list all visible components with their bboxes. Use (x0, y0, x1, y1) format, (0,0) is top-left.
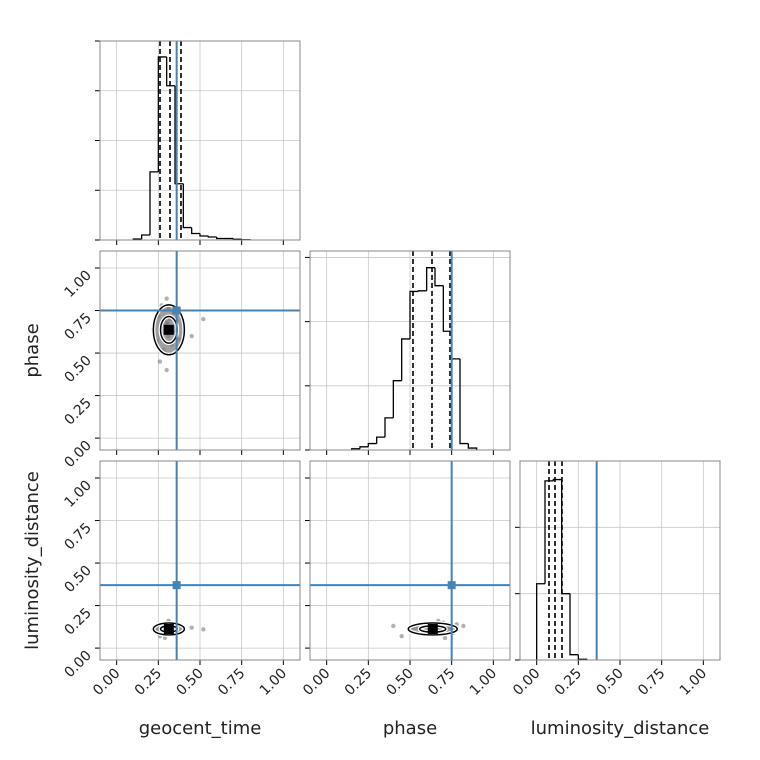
sample-point (189, 625, 194, 630)
hist-bin (434, 267, 444, 287)
hist-bin (544, 480, 554, 584)
panel (305, 250, 511, 455)
y-tick-label: 0.00 (61, 438, 94, 471)
x-tick-label: 0.75 (635, 666, 668, 699)
contour (407, 622, 458, 636)
hist-bin (577, 654, 588, 660)
hist-bin (149, 171, 159, 236)
y-axis-label: phase (22, 323, 43, 377)
hist-bin (459, 358, 469, 445)
sample-point (201, 627, 206, 632)
sample-point (391, 623, 396, 629)
panel-frame (99, 250, 301, 451)
y-tick-label: 0.50 (61, 563, 94, 596)
x-tick-label: 0.00 (90, 666, 123, 699)
panel: 0.00 0.25 0.50 0.75 1.00 luminosity_distance (510, 460, 721, 739)
truth-marker (172, 581, 181, 590)
x-axis-label: geocent_time (139, 718, 262, 739)
hist-bin (359, 446, 369, 449)
hist-bin (442, 285, 452, 332)
hist-bin (157, 56, 167, 172)
x-tick-label: 0.25 (552, 666, 585, 699)
x-tick-label: 1.00 (467, 666, 500, 699)
y-tick-label: 0.25 (61, 605, 94, 638)
panel: 0.00 0.25 0.50 0.75 1.00 phase (22, 250, 301, 471)
y-tick-label: 0.25 (61, 395, 94, 428)
panel-frame (519, 460, 721, 661)
hist-bin (536, 583, 545, 660)
hist-bin (166, 56, 175, 87)
contour (152, 622, 186, 636)
x-tick-label: 1.00 (257, 666, 290, 699)
x-tick-label: 0.00 (510, 666, 543, 699)
sample-point (164, 367, 169, 373)
hist-bin (199, 233, 209, 237)
panel-frame (99, 460, 301, 661)
y-tick-label: 1.00 (61, 478, 94, 511)
x-tick-label: 0.75 (425, 666, 458, 699)
sample-point (164, 296, 169, 301)
hist-bin (561, 479, 570, 595)
hist-bin (552, 478, 562, 481)
hist-bin (367, 442, 377, 447)
x-tick-label: 0.00 (300, 666, 333, 699)
hist-bin (467, 443, 478, 450)
y-tick-label: 0.50 (61, 353, 94, 386)
panel-frame (99, 40, 301, 241)
hist-bin (451, 331, 460, 360)
x-tick-label: 0.75 (215, 666, 248, 699)
sample-point (189, 333, 194, 339)
x-axis-label: phase (383, 718, 437, 739)
x-tick-label: 0.25 (132, 666, 165, 699)
panel (95, 40, 301, 245)
contour (152, 304, 186, 356)
hist-bin (569, 593, 579, 656)
x-tick-label: 0.50 (593, 666, 626, 699)
panel-frame (309, 250, 511, 451)
sample-point (399, 633, 404, 639)
y-tick-label: 0.75 (61, 310, 94, 343)
density-peak (427, 623, 438, 634)
y-axis-label: luminosity_distance (22, 471, 43, 650)
density-peak (163, 324, 174, 335)
hist-bin (376, 436, 385, 444)
hist-bin (141, 234, 150, 240)
y-tick-label: 0.75 (61, 520, 94, 553)
x-tick-label: 0.50 (383, 666, 416, 699)
sample-point (201, 316, 206, 322)
x-tick-label: 0.25 (342, 666, 375, 699)
hist-bin (401, 338, 410, 381)
hist-bin (191, 227, 200, 235)
x-tick-label: 0.50 (173, 666, 206, 699)
hist-bin (392, 380, 402, 418)
sample-point (461, 623, 466, 629)
hist-bin (417, 290, 427, 292)
hist-bin (174, 85, 184, 185)
hist-bin (409, 290, 419, 339)
x-axis-label: luminosity_distance (531, 718, 710, 739)
density-peak (163, 623, 174, 634)
panel: 0.00 0.25 0.50 0.75 1.000.000.250.500.751.00… (22, 460, 301, 739)
hist-bin (384, 417, 394, 438)
y-tick-label: 0.00 (61, 648, 94, 681)
truth-marker (172, 306, 181, 315)
hist-bin (182, 183, 192, 229)
panel-frame (309, 460, 511, 661)
x-tick-label: 1.00 (677, 666, 710, 699)
hist-bin (426, 267, 435, 291)
hist-bin (232, 238, 242, 240)
hist-bin (216, 237, 225, 240)
hist-bin (207, 236, 217, 238)
sample-point (157, 359, 163, 364)
sample-point (442, 635, 448, 641)
y-tick-label: 1.00 (61, 268, 94, 301)
truth-marker (447, 581, 456, 590)
